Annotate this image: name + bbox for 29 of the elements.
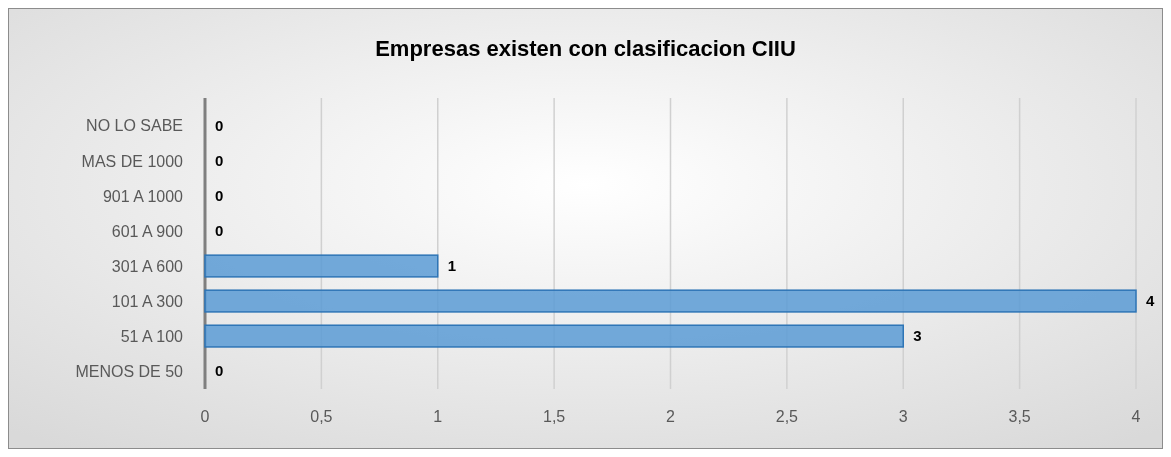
data-label: 0 bbox=[215, 362, 224, 380]
x-tick-label: 1,5 bbox=[543, 408, 566, 425]
bar bbox=[204, 324, 904, 348]
y-tick-label: 101 A 300 bbox=[111, 292, 184, 310]
x-tick-label: 1 bbox=[433, 408, 443, 425]
y-tick-label: 51 A 100 bbox=[120, 327, 184, 345]
x-tick-label: 0,5 bbox=[310, 408, 333, 425]
y-tick-label: 301 A 600 bbox=[111, 257, 184, 275]
bar bbox=[204, 289, 1137, 313]
data-label: 0 bbox=[215, 187, 224, 205]
y-tick-label: 601 A 900 bbox=[111, 222, 184, 240]
x-tick-label: 3 bbox=[898, 408, 908, 425]
x-tick-label: 3,5 bbox=[1008, 408, 1031, 425]
bar bbox=[204, 254, 439, 278]
chart-title: Empresas existen con clasificacion CIIU bbox=[375, 36, 796, 61]
data-label: 0 bbox=[215, 117, 224, 135]
data-label: 0 bbox=[215, 222, 224, 240]
x-tick-label: 2,5 bbox=[775, 408, 799, 425]
y-tick-label: MENOS DE 50 bbox=[75, 362, 184, 380]
y-tick-label: MAS DE 1000 bbox=[81, 152, 184, 170]
x-tick-label: 0 bbox=[200, 408, 210, 425]
x-tick-label: 2 bbox=[666, 408, 676, 425]
y-tick-label: 901 A 1000 bbox=[102, 187, 184, 205]
x-tick-label: 4 bbox=[1131, 408, 1141, 425]
data-label: 3 bbox=[913, 327, 922, 345]
y-tick-label: NO LO SABE bbox=[86, 117, 183, 135]
data-label: 1 bbox=[447, 257, 457, 275]
data-label: 0 bbox=[215, 152, 224, 170]
data-label: 4 bbox=[1146, 292, 1155, 310]
